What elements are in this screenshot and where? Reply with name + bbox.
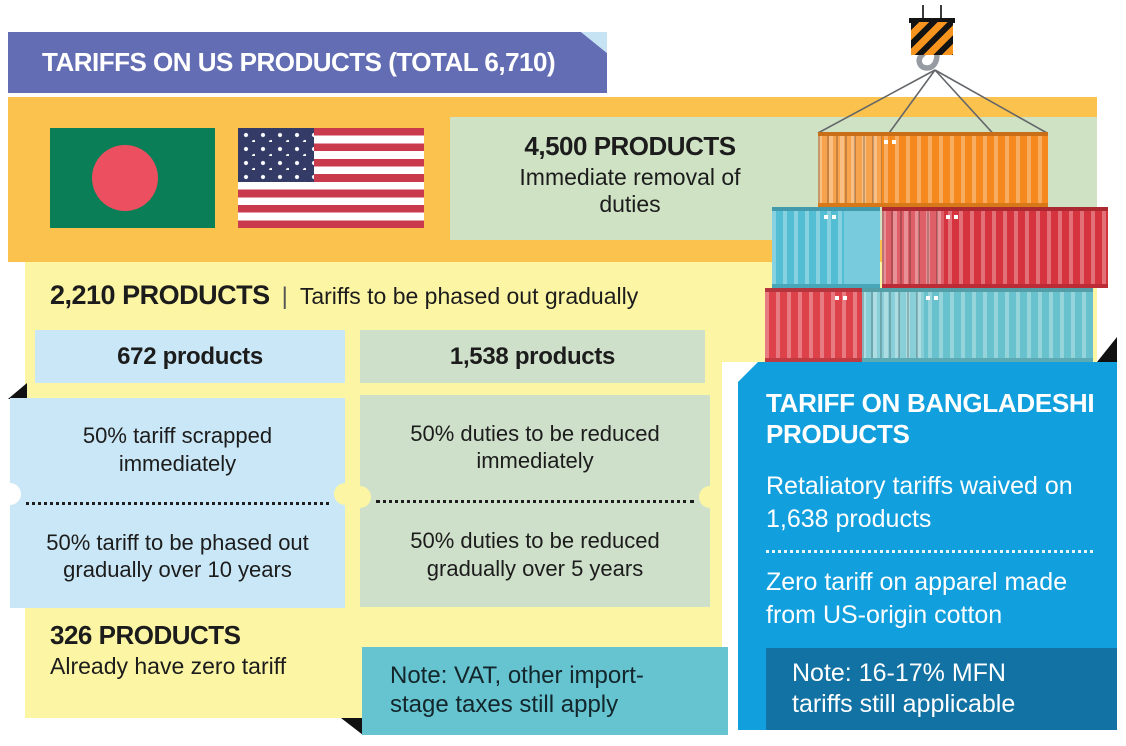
shipping-container-orange (818, 132, 1048, 207)
container-ribs (882, 211, 1108, 284)
ticket-672: 50% tariff scrapped immediately 50% tari… (0, 398, 356, 608)
container-door (818, 136, 882, 203)
bd-point-2: Zero tariff on apparel made from US-orig… (766, 568, 1068, 629)
container-ribs (765, 292, 862, 358)
phased-desc: Tariffs to be phased out gradually (299, 283, 639, 309)
us-flag (238, 128, 424, 228)
zero-tariff-desc: Already have zero tariff (50, 653, 287, 680)
vat-note-line2: stage taxes still apply (390, 691, 619, 718)
container-door (844, 211, 880, 284)
mfn-note-line2: tariffs still applicable (792, 690, 1016, 718)
column-header-1538: 1,538 products (360, 330, 705, 383)
notch-left-icon (0, 483, 21, 505)
crane-cables-icon (817, 43, 1048, 141)
panel-fold-corner-icon (1097, 337, 1117, 362)
us-flag-canton (238, 128, 314, 182)
bd-products-panel: TARIFF ON BANGLADESHI PRODUCTS Retaliato… (738, 362, 1117, 730)
immediate-removal-text: 4,500 PRODUCTS Immediate removal of duti… (470, 131, 790, 217)
ticket-672-top: 50% tariff scrapped immediately (82, 423, 273, 476)
vat-note-text: Note: VAT, other import- stage taxes sti… (362, 662, 690, 720)
zero-tariff-text: 326 PRODUCTS Already have zero tariff (50, 620, 286, 680)
column-header-672: 672 products (35, 330, 345, 383)
note-fold-corner-icon (341, 718, 363, 735)
dotted-divider (766, 550, 1093, 554)
phased-separator: | (281, 283, 288, 310)
container-ribs (772, 211, 844, 284)
notch-right-icon (699, 486, 721, 508)
container-door (882, 211, 944, 284)
dotted-divider (376, 499, 694, 503)
ticket-1538-bottom: 50% duties to be reduced gradually over … (410, 528, 660, 581)
container-dots (824, 215, 828, 219)
title-banner (8, 32, 607, 93)
crane-hook-icon (916, 43, 940, 71)
shipping-container-teal-bottom (862, 288, 1093, 362)
vat-note-box: Note: VAT, other import- stage taxes sti… (362, 647, 728, 735)
ticket-1538-top: 50% duties to be reduced immediately (410, 420, 660, 474)
zero-tariff-count: 326 PRODUCTS (50, 620, 241, 650)
immediate-count: 4,500 PRODUCTS (524, 131, 736, 161)
immediate-desc: Immediate removal of duties (519, 164, 741, 217)
container-door (862, 292, 924, 358)
crane-block-cap-icon (909, 18, 955, 23)
phased-count: 2,210 PRODUCTS (50, 280, 270, 310)
bd-point-1: Retaliatory tariffs waived on 1,638 prod… (766, 472, 1073, 533)
phased-header-row: 2,210 PRODUCTS | Tariffs to be phased ou… (50, 280, 638, 311)
crane-cable-line-icon (922, 5, 924, 19)
bangladesh-flag (50, 128, 215, 228)
shipping-container-teal-mid (772, 207, 880, 288)
container-dots (946, 215, 950, 219)
vat-note-line1: Note: VAT, other import- (390, 662, 644, 690)
container-dots (884, 140, 888, 144)
bd-panel-title: TARIFF ON BANGLADESHI PRODUCTS (766, 388, 1095, 450)
crane-cable-line-icon (940, 5, 942, 19)
dotted-divider (26, 501, 329, 505)
shipping-container-red-mid (882, 207, 1108, 288)
container-ribs (862, 292, 1093, 358)
page-title: TARIFFS ON US PRODUCTS (TOTAL 6,710) (42, 47, 556, 77)
mfn-note-box: Note: 16-17% MFN tariffs still applicabl… (766, 648, 1117, 730)
container-dots (926, 296, 930, 300)
container-ribs (818, 136, 1048, 203)
shipping-container-red-bottom (765, 288, 862, 362)
crane-block-icon (911, 22, 953, 55)
notch-left-icon (349, 486, 371, 508)
bangladesh-flag-circle (92, 145, 158, 211)
ticket-672-bottom: 50% tariff to be phased out gradually ov… (46, 529, 309, 583)
ticket-1538: 50% duties to be reduced immediately 50%… (349, 395, 721, 607)
mfn-note-line1: Note: 16-17% MFN (792, 658, 1006, 687)
container-dots (835, 296, 839, 300)
